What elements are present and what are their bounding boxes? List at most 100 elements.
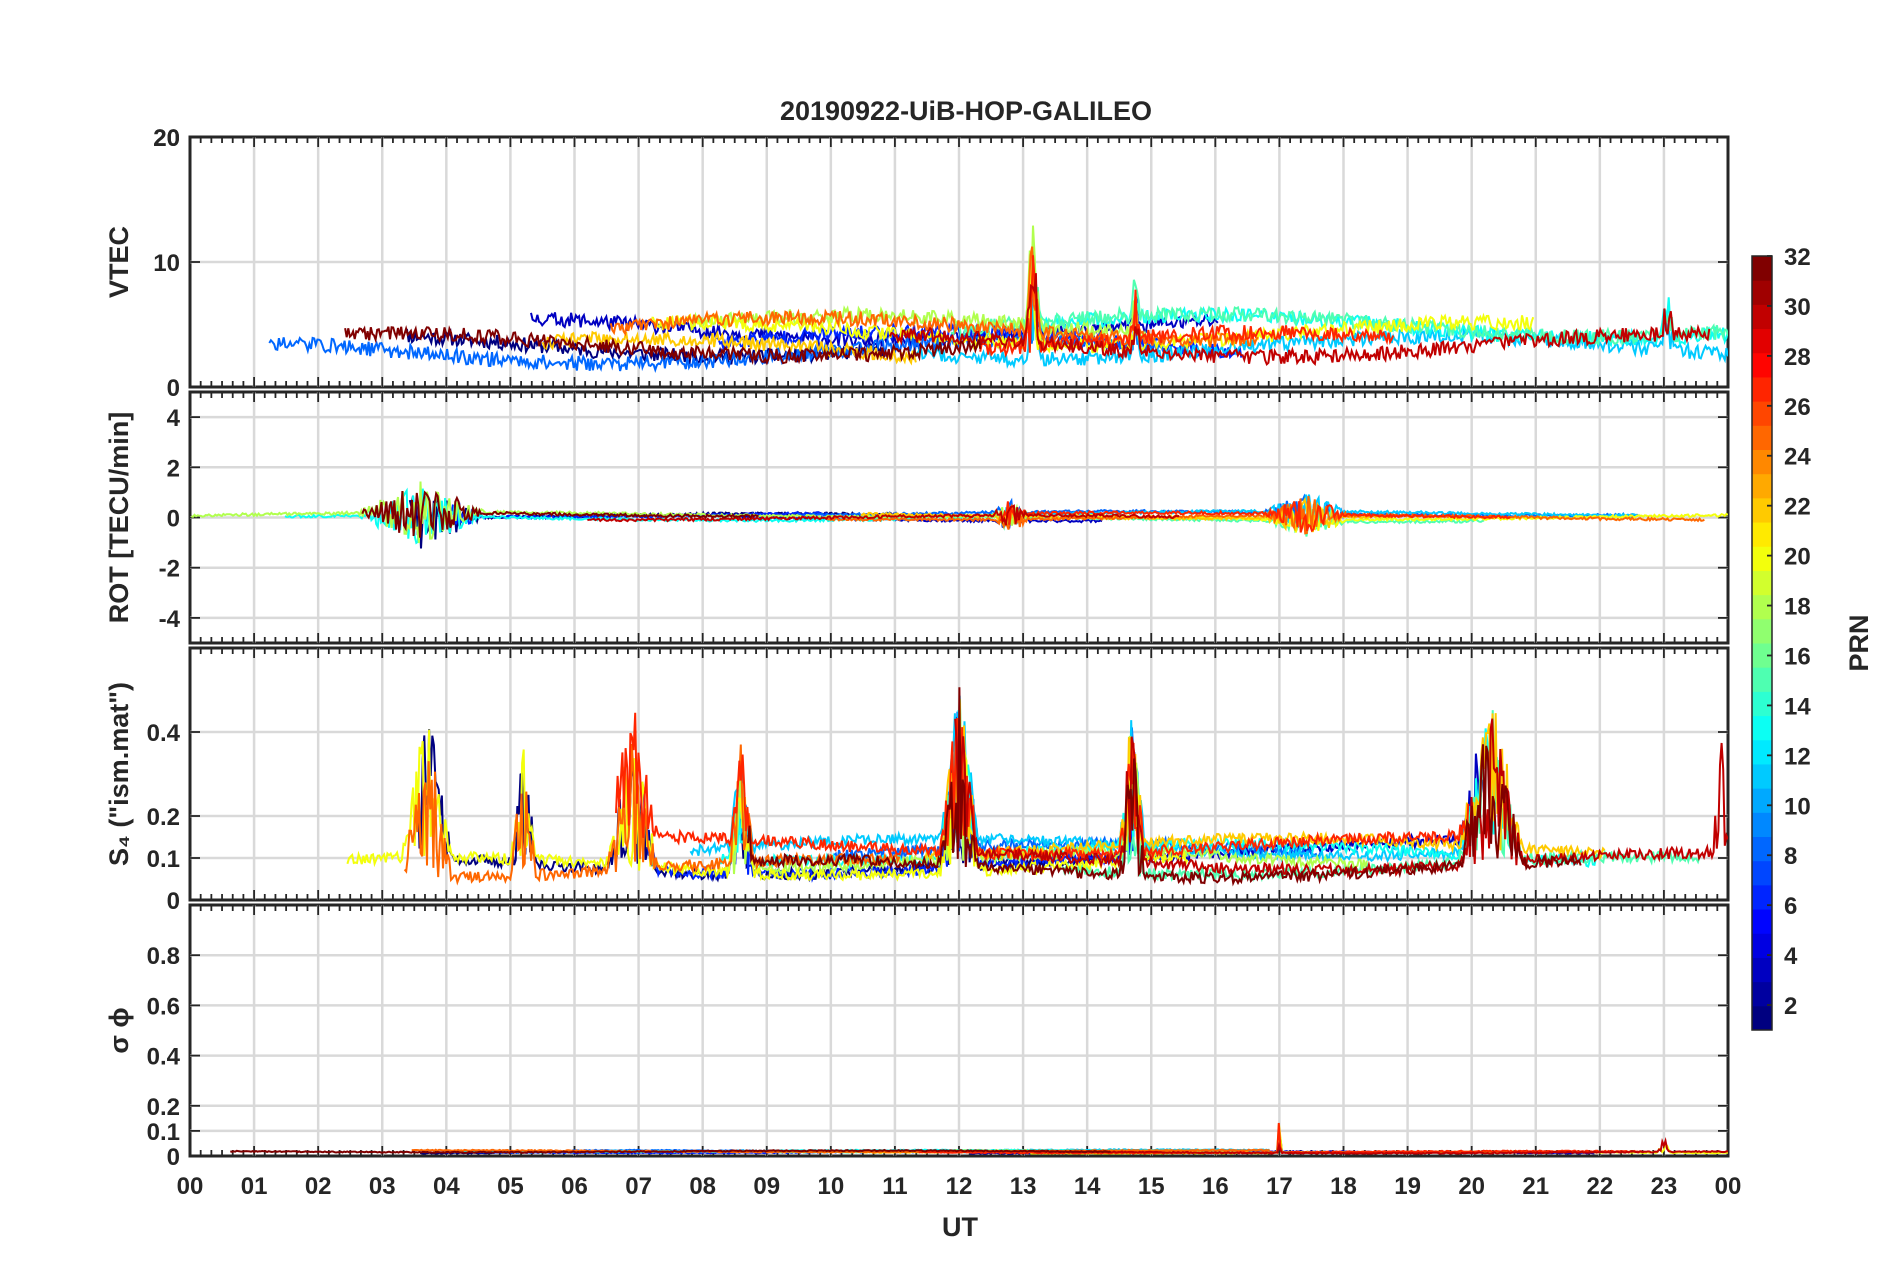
x-tick-label: 00 bbox=[177, 1173, 204, 1200]
y-tick-label: -2 bbox=[159, 556, 180, 583]
x-tick-label: 17 bbox=[1266, 1173, 1293, 1200]
colorbar-band bbox=[1752, 401, 1772, 426]
colorbar-band bbox=[1752, 280, 1772, 305]
colorbar-band bbox=[1752, 497, 1772, 523]
x-tick-label: 09 bbox=[753, 1173, 780, 1200]
y-tick-label: 0 bbox=[167, 1144, 180, 1171]
y-tick-label: 0.2 bbox=[147, 804, 180, 831]
y-tick-label: 0.8 bbox=[147, 943, 180, 970]
traces-vtec bbox=[268, 225, 1728, 373]
colorbar-tick-label: 18 bbox=[1784, 594, 1811, 621]
y-tick-label: 0.4 bbox=[147, 1044, 181, 1071]
colorbar-band bbox=[1752, 473, 1772, 499]
colorbar-frame bbox=[1751, 255, 1773, 1031]
colorbar-band bbox=[1752, 256, 1772, 281]
x-tick-label: 10 bbox=[817, 1173, 844, 1200]
x-tick-label: 23 bbox=[1651, 1173, 1678, 1200]
colorbar-tick-label: 22 bbox=[1784, 494, 1811, 521]
series-prn-32 bbox=[361, 490, 759, 538]
series-prn-32 bbox=[230, 1148, 1111, 1154]
x-axis: 00 01 02 03 04 05 06 07 08 09 10 11 12 13 14 15 16 17 18 19… bbox=[177, 1173, 1742, 1200]
colorbar-tick-label: 8 bbox=[1784, 843, 1797, 870]
y-tick-label: 2 bbox=[167, 455, 180, 482]
colorbar-band bbox=[1752, 836, 1772, 862]
y-tick-label: 10 bbox=[153, 250, 180, 277]
colorbar-tick-label: 10 bbox=[1784, 793, 1811, 820]
colorbar-tick-label: 26 bbox=[1784, 394, 1811, 421]
chart-title: 20190922-UiB-HOP-GALILEO bbox=[780, 96, 1152, 126]
y-axis-label-sigma: σ ϕ bbox=[104, 1007, 134, 1053]
x-axis-label: UT bbox=[942, 1212, 978, 1242]
series-prn-30 bbox=[889, 273, 1711, 367]
colorbar-tick-label: 6 bbox=[1784, 893, 1797, 920]
colorbar-band bbox=[1752, 860, 1772, 886]
series-prn-13 bbox=[1018, 277, 1728, 349]
series-prn-27 bbox=[979, 255, 1395, 359]
y-axis-label-s4: S₄ ("ism.mat") bbox=[104, 682, 134, 866]
colorbar-tick-label: 30 bbox=[1784, 294, 1811, 321]
traces-sigma bbox=[230, 1122, 1728, 1155]
x-tick-label: 22 bbox=[1586, 1173, 1613, 1200]
colorbar-band bbox=[1752, 812, 1772, 837]
colorbar-band bbox=[1752, 425, 1772, 450]
series-prn-32 bbox=[344, 325, 982, 366]
colorbar-band bbox=[1752, 594, 1772, 620]
panel-rot: -4 -2 0 2 4 ROT [TECU/min] bbox=[104, 390, 1730, 645]
y-tick-label: 0 bbox=[167, 375, 180, 402]
series-prn-18 bbox=[725, 699, 1368, 878]
colorbar-band bbox=[1752, 763, 1772, 789]
colorbar-band bbox=[1752, 570, 1772, 596]
colorbar-tick-label: 32 bbox=[1784, 244, 1811, 271]
y-tick-label: -4 bbox=[159, 606, 181, 633]
colorbar-tick-label: 20 bbox=[1784, 544, 1811, 571]
x-tick-label: 11 bbox=[882, 1173, 907, 1200]
x-tick-label: 18 bbox=[1330, 1173, 1357, 1200]
panel-s4: 0 0.1 0.2 0.4 S₄ ("ism.mat") bbox=[104, 646, 1730, 915]
colorbar-band bbox=[1752, 739, 1772, 765]
traces-s4 bbox=[346, 687, 1728, 887]
x-tick-label: 05 bbox=[497, 1173, 524, 1200]
series-prn-20 bbox=[346, 702, 1189, 882]
y-tick-label: 4 bbox=[167, 405, 181, 432]
colorbar-tick-label: 24 bbox=[1784, 444, 1811, 471]
x-tick-label: 03 bbox=[369, 1173, 396, 1200]
colorbar-band bbox=[1752, 884, 1772, 910]
y-tick-label: 0.2 bbox=[147, 1094, 180, 1121]
x-tick-label: 06 bbox=[561, 1173, 588, 1200]
colorbar-band bbox=[1752, 667, 1772, 692]
colorbar-label: PRN bbox=[1844, 614, 1874, 671]
y-axis-label-vtec: VTEC bbox=[104, 226, 134, 298]
y-tick-label: 0 bbox=[167, 506, 180, 533]
series-prn-20 bbox=[651, 260, 1535, 354]
x-tick-label: 15 bbox=[1138, 1173, 1165, 1200]
series-prn-30 bbox=[1035, 1136, 1728, 1155]
colorbar-band bbox=[1752, 304, 1772, 330]
series-prn-15 bbox=[950, 258, 1728, 346]
y-tick-label: 20 bbox=[153, 125, 180, 152]
y-tick-label: 0 bbox=[167, 888, 180, 915]
x-tick-label: 00 bbox=[1715, 1173, 1742, 1200]
colorbar-band bbox=[1752, 618, 1772, 644]
x-tick-label: 16 bbox=[1202, 1173, 1229, 1200]
series-prn-22 bbox=[541, 330, 917, 366]
colorbar-band bbox=[1752, 1005, 1772, 1031]
x-tick-label: 13 bbox=[1010, 1173, 1037, 1200]
panel-sigma: 00.10.2 0.4 0.6 0.8 σ ϕ bbox=[104, 903, 1730, 1171]
x-tick-label: 04 bbox=[433, 1173, 460, 1200]
y-tick-label: 0.1 bbox=[147, 846, 180, 873]
x-tick-label: 21 bbox=[1522, 1173, 1549, 1200]
colorbar-band bbox=[1752, 546, 1772, 571]
colorbar-band bbox=[1752, 643, 1772, 668]
x-tick-label: 01 bbox=[241, 1173, 268, 1200]
series-prn-30 bbox=[587, 504, 1180, 526]
x-tick-label: 07 bbox=[625, 1173, 652, 1200]
colorbar-tick-label: 14 bbox=[1784, 693, 1811, 720]
colorbar-band bbox=[1752, 522, 1772, 547]
y-tick-label: 20 bbox=[153, 125, 180, 152]
x-tick-label: 14 bbox=[1074, 1173, 1101, 1200]
colorbar-tick-label: 28 bbox=[1784, 344, 1811, 371]
